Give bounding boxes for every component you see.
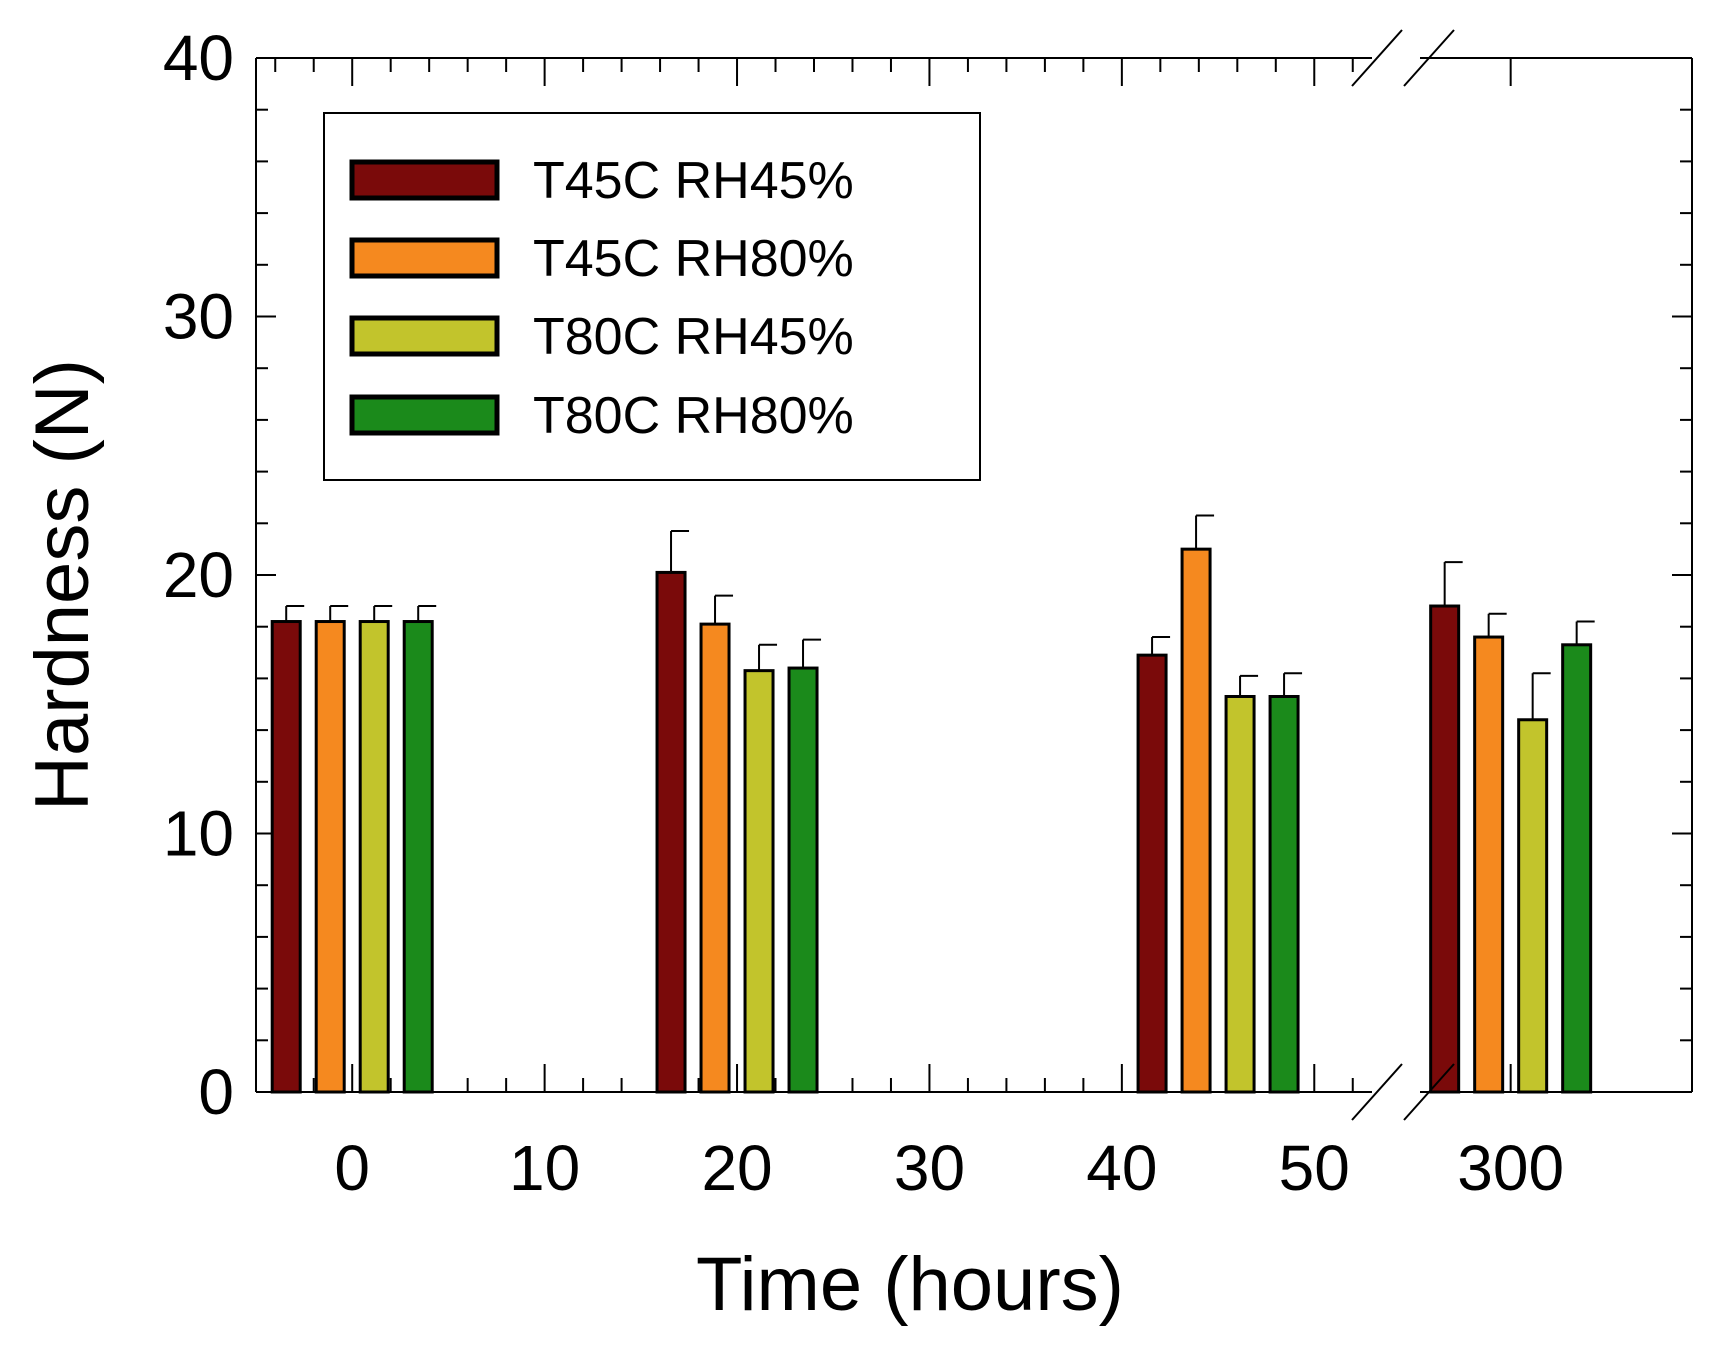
x-tick-label: 300	[1457, 1132, 1564, 1204]
bar-4-group-1	[402, 620, 434, 1094]
bar-1-group-4	[1429, 604, 1461, 1094]
bar-1-group-3	[1136, 653, 1168, 1094]
bar-4-group-3	[1268, 694, 1300, 1094]
bar-3-group-1	[358, 620, 390, 1094]
axis-break-mark-bottom-1	[1351, 1063, 1403, 1121]
legend-label-2: T45C RH80%	[533, 230, 854, 288]
y-tick-label: 0	[198, 1056, 234, 1128]
bar-4-group-4	[1561, 643, 1593, 1094]
legend-swatch-2	[349, 237, 500, 279]
bar-4-group-2	[787, 666, 819, 1094]
axis-break-mark-top-1	[1351, 29, 1403, 87]
bar-3-group-4	[1517, 718, 1549, 1094]
legend-swatch-4	[349, 394, 500, 436]
y-tick-label: 20	[163, 539, 234, 611]
legend-label-1: T45C RH45%	[533, 152, 854, 210]
y-tick-label: 40	[163, 22, 234, 94]
axis-break-mark-top-2	[1403, 29, 1455, 87]
x-tick-label: 30	[894, 1132, 965, 1204]
bar-3-group-2	[743, 669, 775, 1094]
x-tick-label: 20	[701, 1132, 772, 1204]
legend-label-4: T80C RH80%	[533, 387, 854, 445]
bar-2-group-2	[699, 622, 731, 1094]
legend-label-3: T80C RH45%	[533, 308, 854, 366]
axis-break-mark-bottom-2	[1403, 1063, 1455, 1121]
bar-2-group-1	[314, 620, 346, 1094]
x-tick-label: 40	[1086, 1132, 1157, 1204]
bar-1-group-2	[655, 570, 687, 1094]
bar-2-group-3	[1180, 547, 1212, 1094]
y-tick-label: 30	[163, 281, 234, 353]
x-axis-title: Time (hours)	[696, 1242, 1124, 1327]
x-tick-label: 0	[334, 1132, 370, 1204]
y-tick-label: 10	[163, 798, 234, 870]
legend-swatch-1	[349, 159, 500, 201]
legend-swatch-3	[349, 315, 500, 357]
x-tick-label: 50	[1279, 1132, 1350, 1204]
bar-3-group-3	[1224, 694, 1256, 1094]
y-axis-title: Hardness (N)	[20, 359, 105, 811]
bar-1-group-1	[270, 620, 302, 1094]
x-tick-label: 10	[509, 1132, 580, 1204]
legend: T45C RH45% T45C RH80% T80C RH45% T80C RH…	[323, 112, 981, 481]
bar-2-group-4	[1473, 635, 1505, 1094]
